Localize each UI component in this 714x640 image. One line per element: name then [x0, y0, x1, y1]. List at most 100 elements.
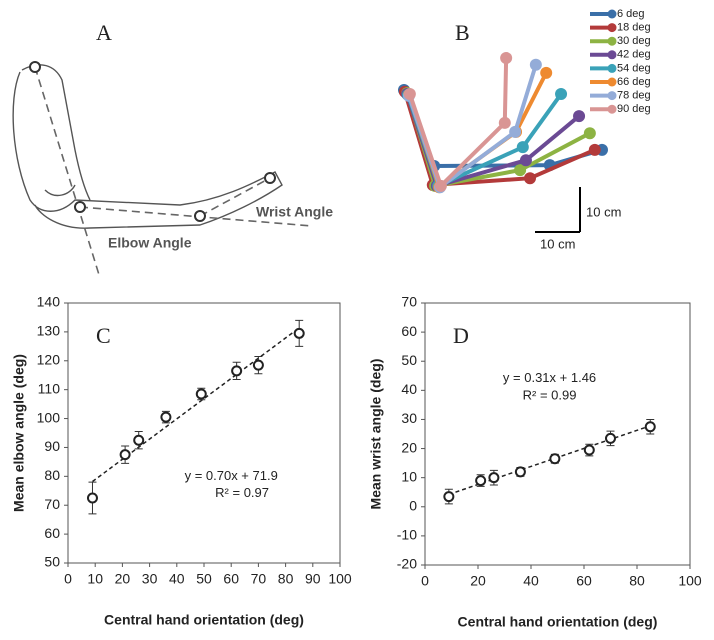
- y-tick-label: 70: [401, 294, 417, 310]
- x-tick-label: 80: [629, 573, 645, 589]
- y-tick-label: 30: [401, 410, 417, 426]
- y-tick-label: 70: [44, 496, 60, 512]
- joint: [516, 141, 529, 154]
- fit-annotation: R² = 0.99: [523, 388, 577, 403]
- data-point: [119, 449, 131, 461]
- y-tick-label: 20: [401, 439, 417, 455]
- y-axis-label: Mean elbow angle (deg): [11, 354, 27, 512]
- joint: [498, 116, 511, 129]
- data-point: [488, 472, 500, 484]
- x-tick-label: 50: [196, 571, 212, 587]
- data-point: [160, 411, 172, 423]
- arm-line: [407, 58, 509, 190]
- legend-marker: [607, 77, 617, 87]
- legend-label: 90 deg: [617, 103, 651, 115]
- x-tick-label: 0: [421, 573, 429, 589]
- y-tick-label: 130: [37, 323, 61, 339]
- x-axis-label: Central hand orientation (deg): [104, 612, 304, 628]
- annotation: Elbow Angle: [108, 235, 192, 251]
- legend-label: 18 deg: [617, 22, 651, 34]
- joint: [583, 127, 596, 140]
- legend-marker: [607, 23, 617, 33]
- joint: [524, 172, 536, 185]
- data-point: [86, 492, 98, 504]
- joint: [573, 110, 586, 123]
- fit-annotation: y = 0.70x + 71.9: [185, 468, 278, 483]
- x-tick-label: 60: [576, 573, 592, 589]
- x-tick-label: 60: [223, 571, 239, 587]
- scale-label: 10 cm: [540, 236, 575, 251]
- data-point: [583, 444, 595, 456]
- y-tick-label: 50: [44, 554, 60, 570]
- data-point: [252, 359, 264, 371]
- plot-frame: [424, 302, 691, 566]
- data-point: [133, 434, 145, 446]
- legend-marker: [607, 9, 617, 19]
- y-tick-label: 110: [38, 380, 61, 396]
- legend-marker: [607, 91, 617, 101]
- arm-drawing: [12, 61, 313, 279]
- panel-label: C: [96, 323, 111, 348]
- data-point: [644, 421, 656, 433]
- data-point: [231, 365, 243, 377]
- fit-annotation: y = 0.31x + 1.46: [503, 370, 596, 385]
- x-tick-label: 100: [678, 573, 702, 589]
- joint: [509, 125, 522, 138]
- legend-marker: [607, 104, 617, 114]
- joint: [514, 164, 527, 177]
- x-tick-label: 40: [169, 571, 185, 587]
- y-tick-label: 10: [401, 468, 417, 484]
- y-tick-label: 0: [409, 497, 417, 513]
- y-tick-label: 100: [37, 409, 61, 425]
- y-tick-label: 140: [37, 294, 61, 310]
- data-point: [293, 327, 305, 339]
- joint: [519, 154, 532, 167]
- joint: [540, 66, 553, 79]
- legend-label: 42 deg: [617, 49, 651, 61]
- y-axis-label: Mean wrist angle (deg): [368, 359, 384, 510]
- x-tick-label: 20: [115, 571, 131, 587]
- y-tick-label: 60: [44, 525, 60, 541]
- legend-label: 78 deg: [617, 90, 651, 102]
- joint: [529, 58, 542, 71]
- scale-label: 10 cm: [586, 204, 621, 219]
- y-tick-label: -10: [397, 527, 417, 543]
- annotation: Wrist Angle: [256, 204, 333, 220]
- panel-label: A: [96, 20, 112, 45]
- data-point: [605, 432, 616, 444]
- y-tick-label: 90: [44, 438, 60, 454]
- data-point: [475, 475, 487, 487]
- x-tick-label: 90: [305, 571, 321, 587]
- panel-label: B: [455, 20, 470, 45]
- legend-label: 54 deg: [617, 62, 651, 74]
- joint: [588, 143, 601, 156]
- x-axis-label: Central hand orientation (deg): [458, 614, 658, 630]
- x-tick-label: 40: [523, 573, 539, 589]
- legend-marker: [607, 36, 617, 46]
- x-tick-label: 0: [64, 571, 72, 587]
- joint: [434, 179, 447, 192]
- legend-label: 6 deg: [617, 8, 645, 20]
- y-tick-label: -20: [397, 556, 417, 572]
- y-tick-label: 120: [37, 351, 61, 367]
- data-point: [443, 491, 455, 503]
- x-tick-label: 100: [328, 571, 352, 587]
- legend-marker: [607, 50, 617, 60]
- y-tick-label: 80: [44, 467, 60, 483]
- data-point: [195, 388, 207, 400]
- legend-marker: [607, 63, 617, 73]
- fit-annotation: R² = 0.97: [215, 485, 269, 500]
- joint: [555, 88, 568, 101]
- x-tick-label: 70: [251, 571, 267, 587]
- joint: [403, 88, 416, 101]
- y-tick-label: 40: [401, 381, 417, 397]
- y-tick-label: 60: [401, 323, 417, 339]
- x-tick-label: 80: [278, 571, 294, 587]
- legend-label: 66 deg: [617, 76, 651, 88]
- panel-label: D: [453, 323, 469, 348]
- x-tick-label: 20: [470, 573, 486, 589]
- data-point: [514, 466, 526, 478]
- legend-label: 30 deg: [617, 35, 651, 47]
- y-tick-label: 50: [401, 352, 417, 368]
